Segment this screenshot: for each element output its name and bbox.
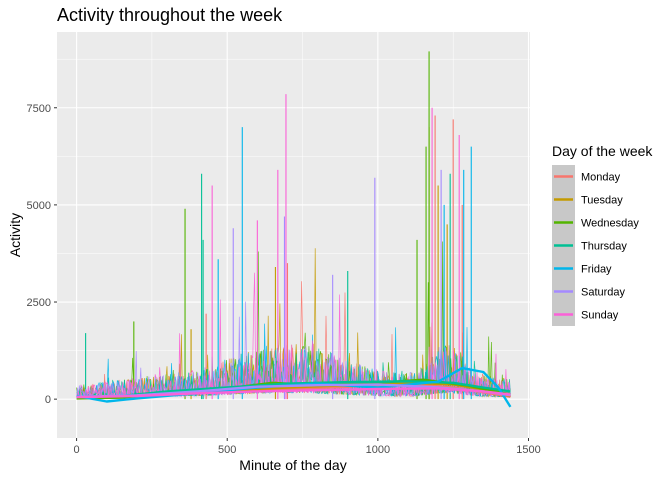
series-smooth-lines <box>76 366 512 408</box>
chart-title: Activity throughout the week <box>57 5 283 25</box>
grid-lines <box>57 32 530 438</box>
y-axis: 0 2500 5000 7500 <box>27 103 57 406</box>
y-tick-label: 7500 <box>27 103 51 115</box>
legend-label-monday: Monday <box>581 172 621 184</box>
y-tick-label: 0 <box>45 394 51 406</box>
smooth-line-sunday <box>76 387 511 399</box>
series-saturday <box>76 169 511 400</box>
legend-label-saturday: Saturday <box>581 287 626 299</box>
y-axis-title: Activity <box>7 213 23 257</box>
x-axis: 0 500 1000 1500 <box>74 438 541 456</box>
y-tick-label: 5000 <box>27 200 51 212</box>
legend-label-thursday: Thursday <box>581 241 627 253</box>
x-axis-title: Minute of the day <box>239 457 346 473</box>
y-tick-label: 2500 <box>27 297 51 309</box>
legend-label-friday: Friday <box>581 264 612 276</box>
legend-title: Day of the week <box>552 143 653 159</box>
legend-label-tuesday: Tuesday <box>581 195 623 207</box>
series-friday <box>76 127 511 400</box>
plot-panel <box>57 32 530 438</box>
x-tick-label: 0 <box>74 444 80 456</box>
x-tick-label: 1000 <box>366 444 390 456</box>
x-tick-label: 1500 <box>516 444 540 456</box>
legend-label-wednesday: Wednesday <box>581 218 639 230</box>
legend-label-sunday: Sunday <box>581 310 619 322</box>
series-line-saturday <box>76 301 511 399</box>
series-sunday <box>76 94 511 400</box>
legend: Day of the week Monday Tuesday Wednesday Th… <box>552 143 653 326</box>
series-line-friday <box>76 323 511 398</box>
x-tick-label: 500 <box>218 444 236 456</box>
